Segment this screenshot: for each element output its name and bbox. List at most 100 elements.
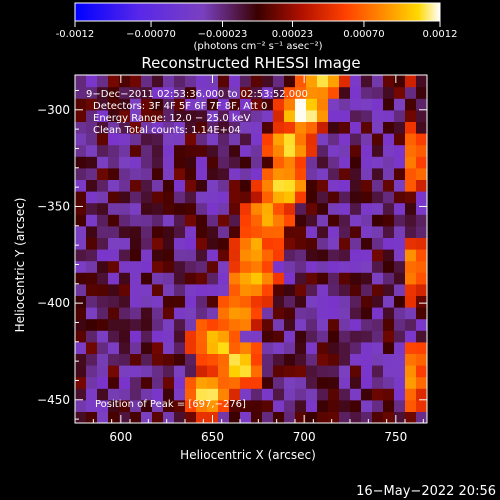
heatmap-cell — [185, 353, 197, 366]
heatmap-cell — [306, 121, 318, 134]
heatmap-cell — [273, 167, 285, 180]
heatmap-cell — [207, 191, 219, 204]
heatmap-cell — [119, 237, 131, 250]
heatmap-cell — [97, 225, 109, 238]
heatmap-cell — [306, 272, 318, 285]
heatmap-cell — [251, 249, 263, 262]
heatmap-cell — [229, 376, 241, 389]
heatmap-cell — [328, 109, 340, 122]
heatmap-cell — [372, 353, 384, 366]
heatmap-cell — [240, 109, 252, 122]
heatmap-cell — [306, 109, 318, 122]
heatmap-cell — [416, 411, 427, 423]
heatmap-cell — [163, 98, 175, 111]
heatmap-cell — [273, 411, 285, 423]
heatmap-cell — [284, 133, 296, 146]
heatmap-cell — [152, 98, 164, 111]
heatmap-cell — [141, 353, 153, 366]
heatmap-cell — [108, 191, 120, 204]
heatmap-cell — [251, 399, 263, 412]
heatmap-cell — [383, 295, 395, 308]
x-axis-label: Heliocentric X (arcsec) — [180, 448, 316, 462]
heatmap-cell — [218, 307, 230, 320]
heatmap-cell — [394, 318, 406, 331]
heatmap-cell — [317, 307, 329, 320]
heatmap-cell — [328, 353, 340, 366]
heatmap-cell — [372, 237, 384, 250]
heatmap-cell — [339, 272, 351, 285]
heatmap-cell — [339, 353, 351, 366]
heatmap-cell — [416, 260, 427, 273]
heatmap-cell — [394, 399, 406, 412]
heatmap-cell — [251, 191, 263, 204]
heatmap-cell — [174, 75, 186, 88]
heatmap-cell — [405, 388, 417, 401]
heatmap-cell — [196, 399, 208, 412]
heatmap-cell — [152, 86, 164, 99]
heatmap-cell — [306, 365, 318, 378]
heatmap-cell — [108, 399, 120, 412]
heatmap-cell — [174, 202, 186, 215]
heatmap-cell — [372, 202, 384, 215]
heatmap-cell — [251, 86, 263, 99]
heatmap-cell — [141, 133, 153, 146]
heatmap-cell — [262, 272, 274, 285]
heatmap-cell — [350, 353, 362, 366]
heatmap-cell — [383, 249, 395, 262]
heatmap-cell — [339, 399, 351, 412]
peak-position-label: Position of Peak = [697,−276] — [95, 399, 246, 410]
heatmap-cell — [350, 156, 362, 169]
heatmap-cell — [306, 388, 318, 401]
heatmap-cell — [339, 202, 351, 215]
heatmap-cell — [405, 330, 417, 343]
heatmap-cell — [328, 272, 340, 285]
heatmap-cell — [141, 365, 153, 378]
heatmap-cell — [75, 109, 87, 122]
heatmap-cell — [108, 272, 120, 285]
heatmap-cell — [218, 225, 230, 238]
heatmap-cell — [295, 179, 307, 192]
heatmap-cell — [119, 272, 131, 285]
heatmap-cell — [405, 237, 417, 250]
heatmap-cell — [394, 283, 406, 296]
heatmap-cell — [97, 399, 109, 412]
heatmap-cell — [163, 202, 175, 215]
heatmap-cell — [317, 399, 329, 412]
heatmap-cell — [405, 191, 417, 204]
heatmap-cell — [394, 249, 406, 262]
heatmap-cell — [262, 249, 274, 262]
heatmap-cell — [240, 411, 252, 423]
heatmap-cell — [262, 399, 274, 412]
heatmap-cell — [75, 388, 87, 401]
heatmap-cell — [273, 260, 285, 273]
heatmap-cell — [229, 167, 241, 180]
heatmap-cell — [295, 121, 307, 134]
heatmap-cell — [405, 353, 417, 366]
heatmap-cell — [317, 260, 329, 273]
heatmap-cell — [361, 411, 373, 423]
heatmap-cell — [383, 191, 395, 204]
heatmap-cell — [328, 167, 340, 180]
heatmap-cell — [130, 191, 142, 204]
heatmap-cell — [284, 295, 296, 308]
heatmap-cell — [306, 225, 318, 238]
heatmap-cell — [229, 411, 241, 423]
heatmap-cell — [130, 225, 142, 238]
heatmap-cell — [86, 202, 98, 215]
heatmap-cell — [328, 411, 340, 423]
heatmap-cell — [174, 121, 186, 134]
heatmap-cell — [218, 121, 230, 134]
heatmap-cell — [207, 388, 219, 401]
heatmap-cell — [372, 249, 384, 262]
heatmap-cell — [339, 341, 351, 354]
heatmap-cell — [273, 399, 285, 412]
heatmap-cell — [97, 283, 109, 296]
heatmap-cell — [295, 283, 307, 296]
heatmap-cell — [229, 365, 241, 378]
heatmap-cell — [284, 86, 296, 99]
heatmap-cell — [405, 249, 417, 262]
heatmap-cell — [416, 237, 427, 250]
heatmap-cell — [75, 341, 87, 354]
heatmap-cell — [174, 98, 186, 111]
heatmap-cell — [130, 167, 142, 180]
